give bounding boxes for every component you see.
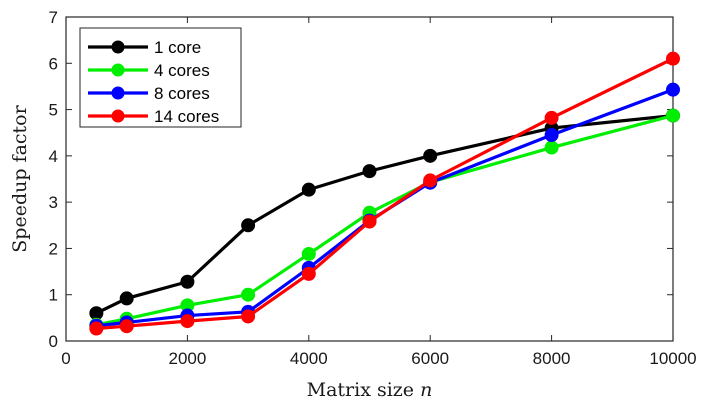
axis-ticks: 0 2000 4000 6000 8000 10000 0 1 2 3 4 5 6 7 (49, 8, 697, 368)
x-tick-label: 4000 (290, 349, 328, 368)
data-point (241, 309, 256, 324)
series-layer (89, 51, 680, 336)
y-tick-label: 0 (49, 332, 58, 351)
x-tick-label: 2000 (168, 349, 206, 368)
y-axis-label: Speedup factor (9, 104, 31, 252)
data-point (666, 51, 680, 66)
data-point (544, 110, 559, 125)
legend-swatch-marker (111, 40, 125, 54)
data-point (241, 218, 256, 233)
x-axis-variable: n (420, 379, 432, 401)
data-point (666, 82, 680, 97)
x-tick-label: 0 (61, 349, 70, 368)
y-tick-label: 5 (49, 101, 58, 120)
data-point (89, 306, 104, 321)
y-tick-label: 6 (49, 54, 58, 73)
y-tick-label: 4 (49, 147, 58, 166)
data-point (301, 246, 316, 261)
data-point (119, 291, 134, 306)
y-tick-label: 7 (49, 8, 58, 27)
data-point (362, 214, 377, 229)
y-tick-label: 3 (49, 193, 58, 212)
legend-item: 4 cores (88, 61, 210, 80)
x-tick-label: 10000 (649, 349, 696, 368)
legend-label: 1 core (154, 38, 201, 57)
legend-label: 14 cores (154, 107, 219, 126)
series-14-cores (89, 51, 680, 336)
x-tick-label: 8000 (533, 349, 571, 368)
data-point (544, 140, 559, 155)
x-tick-label: 6000 (411, 349, 449, 368)
x-axis-label: Matrix size n (307, 379, 433, 401)
data-point (423, 148, 438, 163)
legend-swatch-marker (111, 63, 125, 77)
data-point (362, 164, 377, 179)
data-point (301, 182, 316, 197)
data-point (301, 266, 316, 281)
legend: 1 core 4 cores 8 cores 14 cores (79, 27, 242, 128)
legend-item: 14 cores (88, 107, 219, 126)
data-point (89, 321, 104, 336)
y-tick-label: 2 (49, 239, 58, 258)
legend-box (79, 27, 242, 128)
legend-label: 8 cores (154, 84, 210, 103)
legend-swatch-marker (111, 109, 125, 123)
data-point (423, 173, 438, 188)
y-tick-label: 1 (49, 286, 58, 305)
data-point (180, 274, 195, 289)
data-point (544, 128, 559, 143)
legend-swatch-marker (111, 86, 125, 100)
data-point (119, 319, 134, 334)
legend-item: 8 cores (88, 84, 210, 103)
legend-label: 4 cores (154, 61, 210, 80)
legend-item: 1 core (88, 38, 201, 57)
data-point (666, 108, 680, 123)
data-point (241, 287, 256, 302)
data-point (180, 314, 195, 329)
